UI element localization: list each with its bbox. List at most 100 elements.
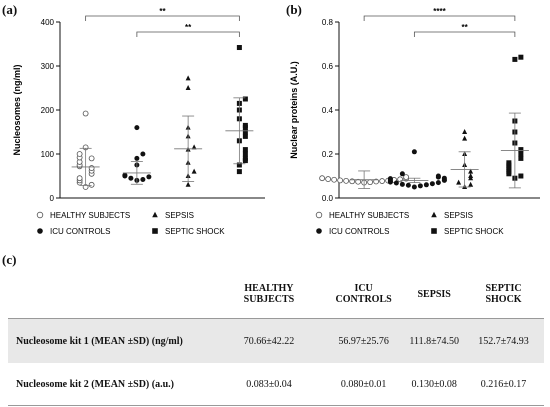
data-point [393, 180, 399, 186]
data-point [152, 211, 158, 218]
table-row: Nucleosome kit 1 (MEAN ±SD) (ng/ml) 70.6… [8, 318, 544, 363]
data-point [88, 155, 95, 162]
data-point [315, 211, 323, 219]
significance-bracket [413, 31, 516, 37]
data-point [242, 147, 248, 153]
data-point [462, 129, 468, 134]
legend-label: SEPSIS [444, 211, 473, 220]
data-point [242, 133, 248, 139]
data-point [37, 228, 43, 234]
data-point [343, 177, 350, 184]
data-point [242, 151, 248, 157]
data-point [134, 155, 140, 161]
significance-label: ** [462, 23, 469, 32]
data-point [399, 181, 405, 187]
data-point [236, 169, 242, 175]
data-point [399, 171, 405, 177]
data-point [423, 182, 429, 188]
significance-bracket [85, 15, 240, 21]
data-point [518, 147, 524, 153]
data-point [76, 151, 83, 157]
table-cell: 0.080±0.01 [321, 363, 406, 406]
data-point [152, 228, 158, 234]
data-point [185, 75, 191, 81]
data-point [236, 45, 242, 51]
y-tick-label: 0.2 [322, 150, 334, 159]
data-point [429, 181, 435, 187]
data-point [512, 56, 518, 62]
data-point [242, 122, 248, 128]
data-point [140, 151, 146, 157]
data-point [411, 149, 417, 155]
data-point [337, 177, 344, 184]
data-point [468, 181, 474, 187]
legend-label: HEALTHY SUBJECTS [329, 211, 409, 220]
data-point [325, 176, 332, 182]
y-tick-label: 0.0 [322, 194, 334, 203]
chart-a: 0 100 200 300 400 Nucleosomes (ng/ml) ** ** HEAL… [12, 7, 265, 236]
data-point [506, 160, 512, 166]
data-point [236, 162, 242, 168]
panel-b-label: (b) [286, 2, 302, 17]
legend-label: ICU CONTROLS [50, 227, 110, 236]
data-point [373, 178, 380, 185]
data-point [397, 176, 404, 183]
row-label: Nucleosome kit 2 (MEAN ±SD) (a.u.) [8, 363, 216, 406]
significance-bracket [363, 15, 516, 21]
data-point [242, 155, 248, 161]
data-point [387, 176, 393, 182]
y-axis-label: Nuclear proteins (A.U.) [289, 61, 299, 159]
data-point [431, 228, 437, 234]
data-point [146, 174, 152, 180]
y-tick-label: 0.4 [322, 106, 334, 115]
header-healthy-subjects: HEALTHY SUBJECTS [216, 270, 322, 319]
data-point [140, 177, 146, 183]
data-point [185, 85, 191, 90]
data-point [355, 178, 362, 185]
data-point [191, 144, 197, 150]
header-icu-controls: ICU CONTROLS [321, 270, 406, 319]
table-cell: 152.7±74.93 [463, 318, 544, 363]
data-point [518, 54, 524, 60]
table-cell: 0.216±0.17 [463, 363, 544, 406]
y-tick-label: 0 [50, 194, 55, 203]
significance-label: ** [185, 23, 192, 32]
chart-b: 0.0 0.2 0.4 0.6 0.8 Nuclear proteins (A.U.) **… [289, 7, 540, 236]
data-point [122, 172, 128, 178]
y-tick-label: 0.6 [322, 62, 334, 71]
header-sepsis: SEPSIS [405, 270, 464, 319]
y-tick-label: 300 [41, 62, 55, 71]
table-row: Nucleosome kit 2 (MEAN ±SD) (a.u.) 0.083… [8, 363, 544, 406]
legend-label: ICU CONTROLS [329, 227, 389, 236]
data-point [367, 179, 374, 186]
data-point [134, 125, 140, 131]
data-point [518, 155, 524, 161]
data-point [88, 181, 95, 188]
data-point [191, 168, 197, 174]
table-cell: 111.8±74.50 [405, 318, 464, 363]
data-point [379, 178, 386, 184]
data-point [518, 173, 524, 179]
data-point [242, 96, 248, 102]
table-cell: 0.083±0.04 [216, 363, 322, 406]
y-tick-label: 100 [41, 150, 55, 159]
legend-label: SEPTIC SHOCK [444, 227, 504, 236]
data-point [411, 184, 417, 190]
table-corner-cell [8, 270, 216, 319]
y-tick-label: 200 [41, 106, 55, 115]
data-point [468, 173, 474, 178]
significance-bracket [136, 31, 240, 37]
data-point [242, 129, 248, 135]
data-point [76, 175, 83, 182]
table-header-row: HEALTHY SUBJECTS ICU CONTROLS SEPSIS SEP… [8, 270, 544, 319]
table-cell: 56.97±25.76 [321, 318, 406, 363]
data-point [403, 174, 410, 181]
data-point [518, 151, 524, 157]
data-point [468, 168, 474, 174]
panel-a-label: (a) [2, 2, 18, 17]
significance-label: ** [159, 7, 166, 16]
data-point [431, 211, 437, 218]
data-point [36, 211, 44, 219]
data-point [405, 182, 411, 188]
data-point [435, 180, 441, 186]
